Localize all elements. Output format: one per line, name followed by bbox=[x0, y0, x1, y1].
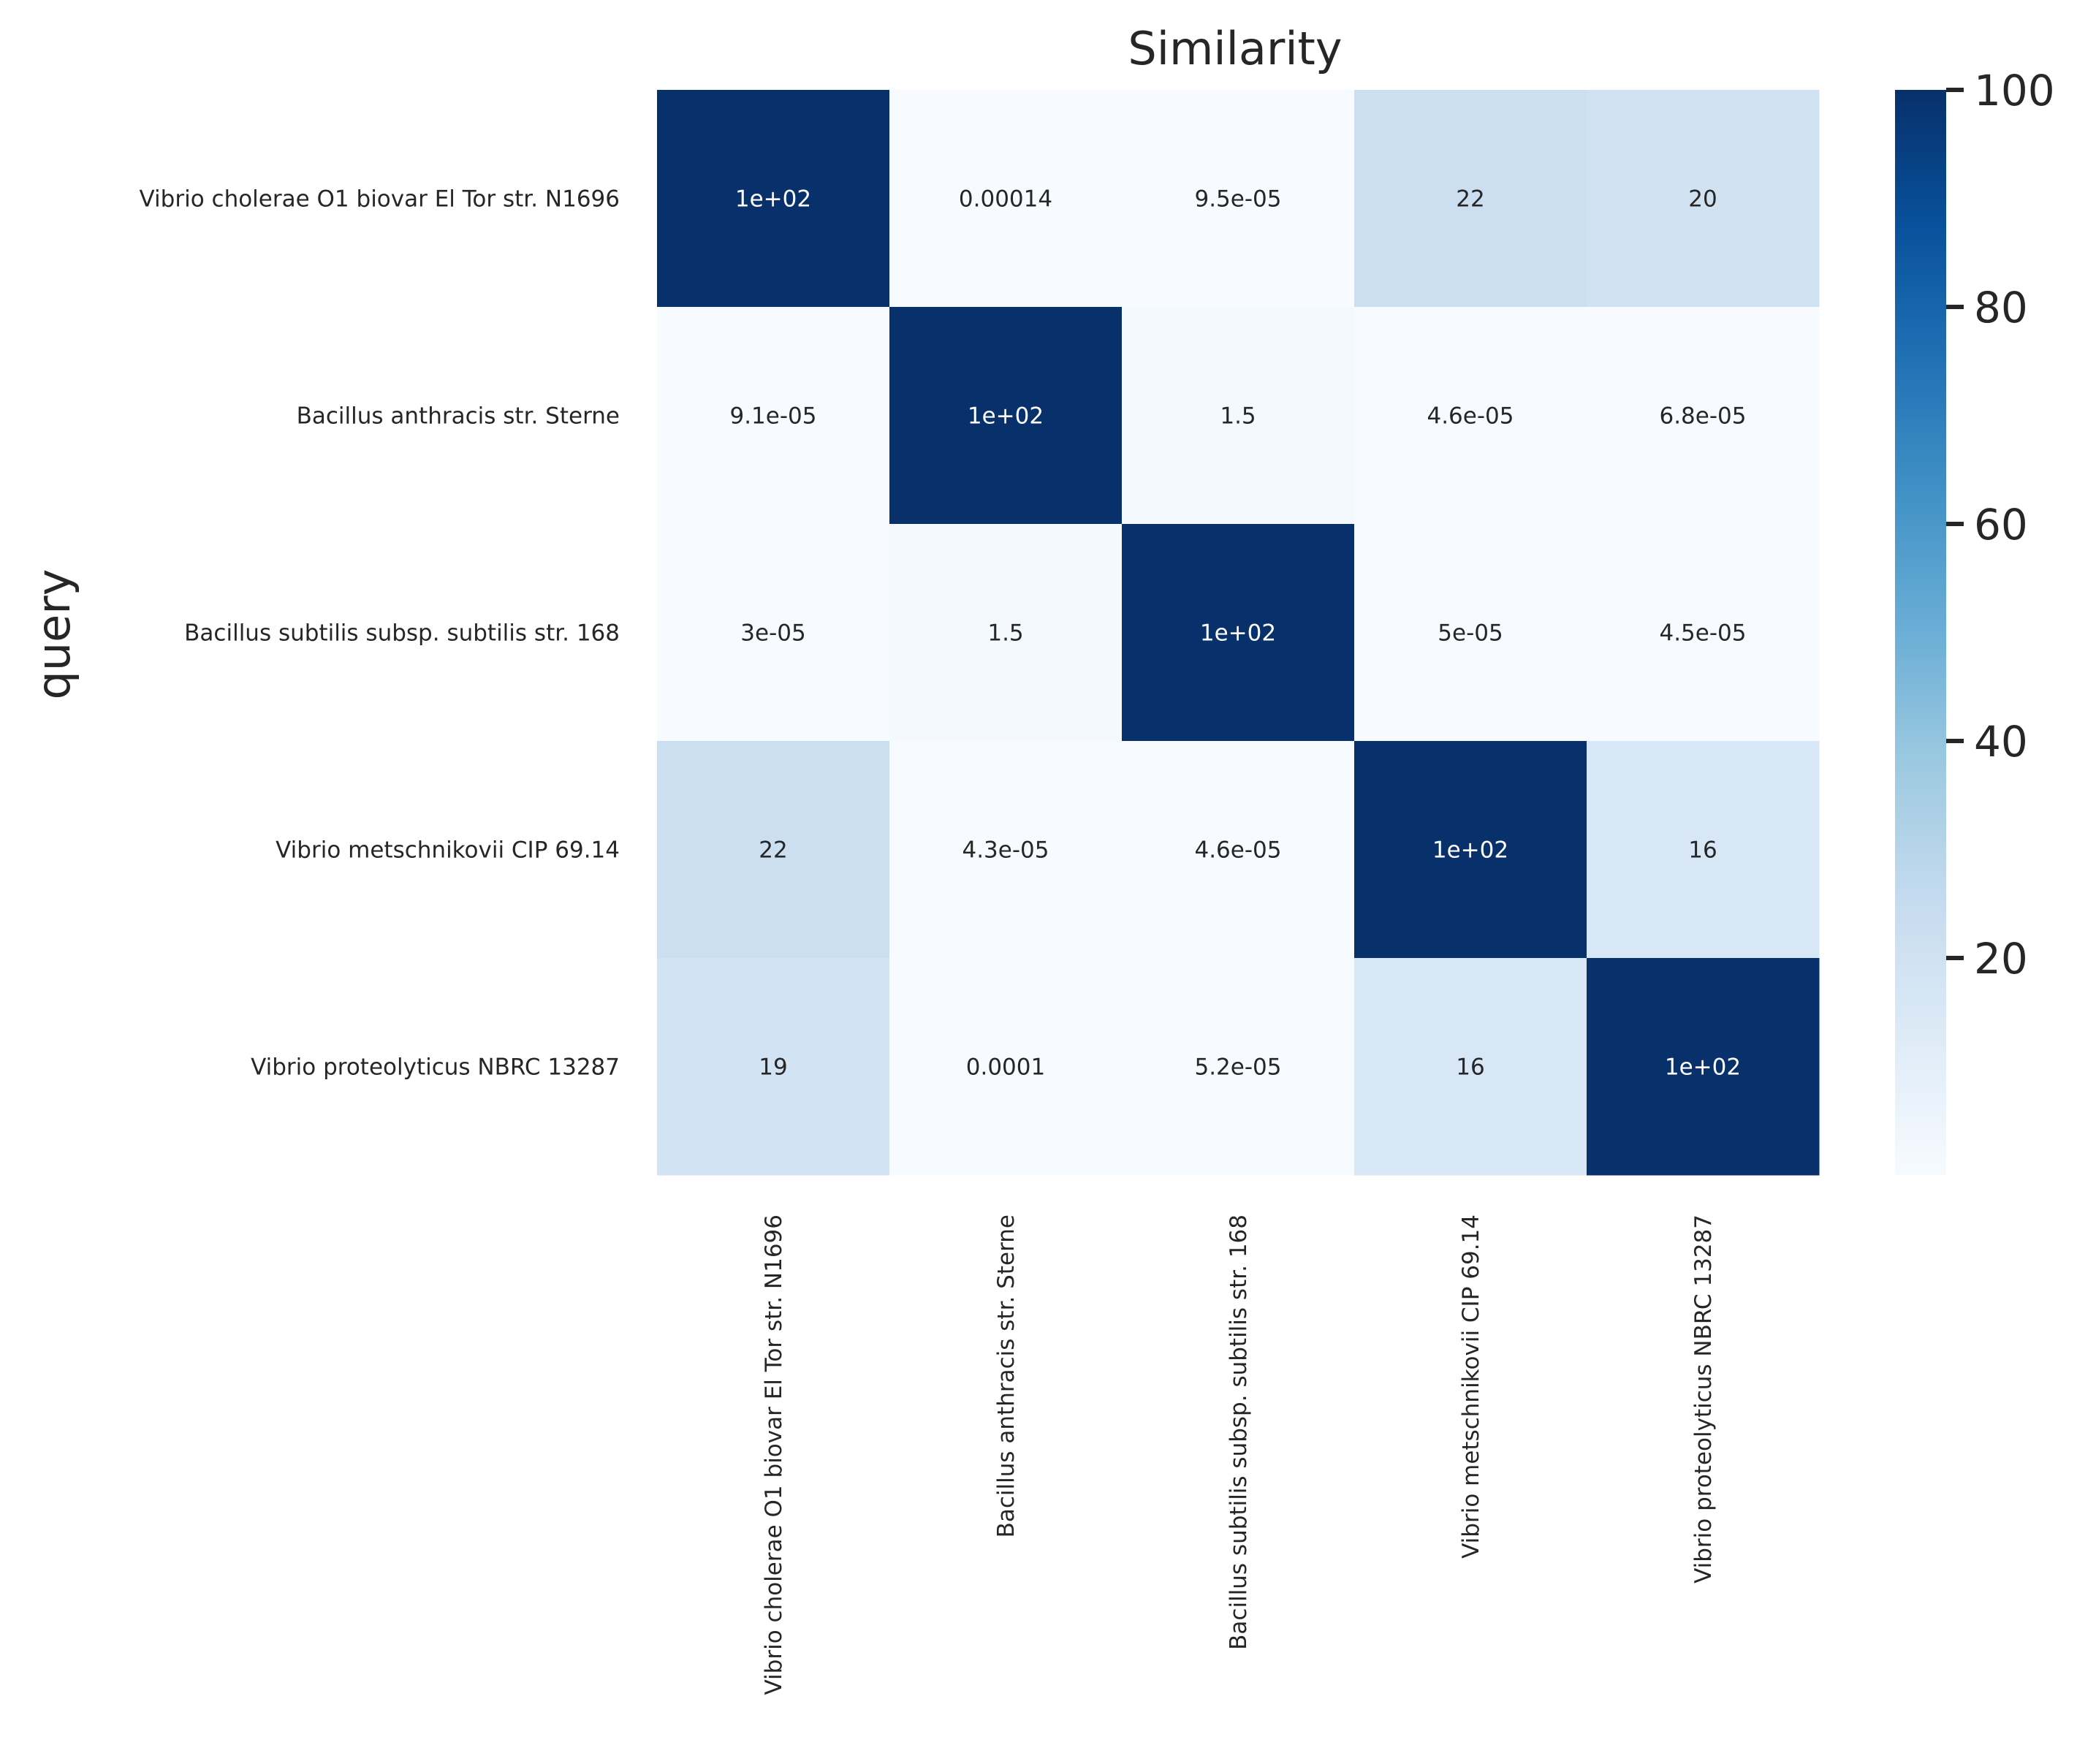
heatmap-cell bbox=[657, 307, 890, 525]
heatmap-cell bbox=[889, 90, 1123, 308]
cell-annotation: 3e-05 bbox=[740, 620, 805, 647]
cell-annotation: 4.5e-05 bbox=[1659, 620, 1746, 647]
cell-annotation: 19 bbox=[759, 1054, 787, 1081]
heatmap-cell bbox=[1587, 307, 1820, 525]
heatmap-cell bbox=[657, 741, 890, 959]
cell-annotation: 22 bbox=[1456, 186, 1484, 213]
heatmap-cell bbox=[657, 90, 890, 308]
cell-annotation: 16 bbox=[1688, 837, 1717, 864]
cell-annotation: 0.00014 bbox=[959, 186, 1052, 213]
heatmap-annotations: 1e+02 0.00014 9.5e-05 22 20 9.1e-05 1e+02 1.5 4.… bbox=[729, 186, 1746, 1081]
colorbar-tick-label: 80 bbox=[1974, 283, 2028, 332]
row-label: Bacillus anthracis str. Sterne bbox=[297, 403, 620, 430]
row-label: Vibrio proteolyticus NBRC 13287 bbox=[251, 1054, 620, 1081]
cell-annotation: 4.6e-05 bbox=[1194, 837, 1281, 864]
column-label: Vibrio proteolyticus NBRC 13287 bbox=[1690, 1214, 1717, 1584]
column-labels: Vibrio cholerae O1 biovar El Tor str. N1… bbox=[761, 1214, 1717, 1695]
cell-annotation: 0.0001 bbox=[966, 1054, 1045, 1081]
heatmap-cell bbox=[1354, 524, 1587, 742]
cell-annotation: 1.5 bbox=[1220, 403, 1256, 430]
colorbar bbox=[1895, 90, 1946, 1175]
chart-title: Similarity bbox=[1128, 22, 1342, 75]
heatmap-cell bbox=[1354, 90, 1587, 308]
cell-annotation: 22 bbox=[759, 837, 787, 864]
heatmap-cell bbox=[889, 524, 1123, 742]
colorbar-tick-label: 60 bbox=[1974, 500, 2028, 550]
colorbar-tick-label: 100 bbox=[1974, 66, 2055, 115]
heatmap-cell bbox=[657, 958, 890, 1176]
row-label: Vibrio cholerae O1 biovar El Tor str. N1… bbox=[140, 186, 620, 213]
row-label: Bacillus subtilis subsp. subtilis str. 1… bbox=[184, 620, 620, 647]
column-label: Bacillus anthracis str. Sterne bbox=[993, 1214, 1019, 1537]
heatmap-cell bbox=[889, 958, 1123, 1176]
y-axis-label: query bbox=[27, 569, 80, 700]
cell-annotation: 20 bbox=[1688, 186, 1717, 213]
column-label: Vibrio cholerae O1 biovar El Tor str. N1… bbox=[761, 1214, 787, 1695]
cell-annotation: 1e+02 bbox=[1200, 620, 1276, 647]
cell-annotation: 4.3e-05 bbox=[962, 837, 1049, 864]
heatmap-cell bbox=[1587, 524, 1820, 742]
colorbar-ticks: 20 40 60 80 100 bbox=[1946, 66, 2055, 984]
heatmap-cell bbox=[1354, 307, 1587, 525]
cell-annotation: 1e+02 bbox=[968, 403, 1044, 430]
cell-annotation: 16 bbox=[1456, 1054, 1484, 1081]
heatmap-cell bbox=[1354, 741, 1587, 959]
cell-annotation: 6.8e-05 bbox=[1659, 403, 1746, 430]
heatmap-cell bbox=[1122, 524, 1355, 742]
column-label: Bacillus subtilis subsp. subtilis str. 1… bbox=[1226, 1214, 1252, 1650]
heatmap-cell bbox=[1122, 741, 1355, 959]
colorbar-tick-label: 40 bbox=[1974, 717, 2028, 767]
cell-annotation: 1e+02 bbox=[1432, 837, 1508, 864]
row-labels: Vibrio cholerae O1 biovar El Tor str. N1… bbox=[140, 186, 620, 1081]
heatmap-cells bbox=[657, 90, 1820, 1176]
cell-annotation: 9.5e-05 bbox=[1194, 186, 1281, 213]
cell-annotation: 9.1e-05 bbox=[729, 403, 816, 430]
heatmap-cell bbox=[1587, 958, 1820, 1176]
heatmap-cell bbox=[1587, 90, 1820, 308]
heatmap-cell bbox=[1354, 958, 1587, 1176]
cell-annotation: 1.5 bbox=[987, 620, 1023, 647]
heatmap-cell bbox=[1122, 307, 1355, 525]
heatmap-cell bbox=[889, 307, 1123, 525]
colorbar-tick-label: 20 bbox=[1974, 934, 2028, 984]
heatmap-cell bbox=[657, 524, 890, 742]
cell-annotation: 4.6e-05 bbox=[1427, 403, 1514, 430]
cell-annotation: 1e+02 bbox=[1665, 1054, 1741, 1081]
cell-annotation: 5.2e-05 bbox=[1194, 1054, 1281, 1081]
heatmap-cell bbox=[1122, 958, 1355, 1176]
column-label: Vibrio metschnikovii CIP 69.14 bbox=[1458, 1214, 1484, 1559]
heatmap-cell bbox=[1587, 741, 1820, 959]
cell-annotation: 5e-05 bbox=[1438, 620, 1503, 647]
cell-annotation: 1e+02 bbox=[735, 186, 811, 213]
row-label: Vibrio metschnikovii CIP 69.14 bbox=[276, 837, 620, 864]
heatmap-cell bbox=[889, 741, 1123, 959]
heatmap-cell bbox=[1122, 90, 1355, 308]
